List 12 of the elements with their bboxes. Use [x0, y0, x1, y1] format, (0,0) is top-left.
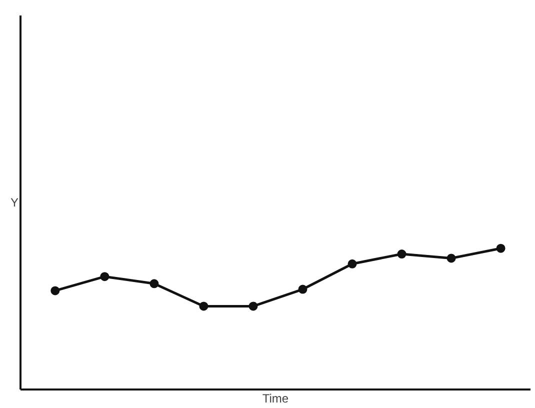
- point: [397, 250, 406, 259]
- point: [100, 272, 110, 282]
- y-axis-title: Y: [10, 196, 19, 210]
- x-axis-title: Time: [262, 392, 289, 406]
- point: [50, 286, 60, 296]
- point: [298, 284, 308, 294]
- point: [248, 302, 258, 311]
- point: [199, 302, 208, 311]
- point: [150, 279, 159, 288]
- point: [348, 259, 357, 268]
- point: [496, 244, 506, 253]
- point: [446, 254, 456, 263]
